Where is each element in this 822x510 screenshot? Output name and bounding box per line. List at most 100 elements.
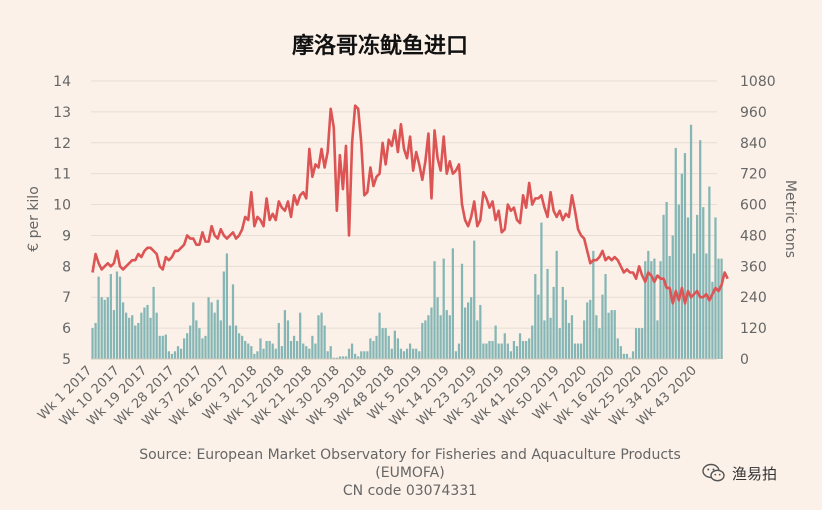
volume-bar xyxy=(350,343,354,359)
volume-bar xyxy=(680,173,684,359)
volume-bar xyxy=(161,335,164,359)
right-tick-label: 600 xyxy=(740,198,767,214)
volume-bar xyxy=(433,261,436,359)
volume-bar xyxy=(149,317,152,359)
volume-bar xyxy=(613,310,616,359)
volume-bar xyxy=(702,207,705,359)
volume-bar xyxy=(179,348,183,359)
volume-bar xyxy=(314,343,317,359)
volume-bar xyxy=(366,351,369,359)
volume-bar xyxy=(619,346,622,359)
volume-bar xyxy=(405,348,409,359)
volume-bar xyxy=(634,328,638,359)
volume-bar xyxy=(381,328,384,359)
right-axis: 0 120 240 360 480 600 720 840 960 1080 xyxy=(740,74,776,368)
volume-bar xyxy=(244,340,247,359)
volume-bar xyxy=(531,325,534,359)
volume-bar xyxy=(638,328,641,359)
volume-bar xyxy=(237,333,241,359)
volume-bar xyxy=(360,351,363,359)
volume-bar xyxy=(424,320,427,359)
volume-bar xyxy=(711,281,714,359)
volume-bar xyxy=(369,338,372,359)
volume-bar xyxy=(295,340,299,359)
volume-bar xyxy=(467,302,470,359)
left-tick-label: 8 xyxy=(62,259,71,275)
volume-bar xyxy=(500,343,503,359)
volume-bar xyxy=(176,346,180,359)
volume-bar xyxy=(219,320,222,359)
chart-title: 摩洛哥冻鱿鱼进口 xyxy=(291,33,468,59)
volume-bar xyxy=(717,258,720,359)
volume-bar xyxy=(518,333,522,359)
volume-bar xyxy=(305,346,308,359)
volume-bar xyxy=(677,204,680,359)
volume-bar xyxy=(109,274,112,359)
volume-bar xyxy=(338,356,341,359)
volume-bar xyxy=(167,351,170,359)
left-axis-label: € per kilo xyxy=(26,186,42,252)
volume-bar xyxy=(335,357,338,359)
volume-bar xyxy=(121,302,125,359)
volume-bar xyxy=(216,299,219,359)
left-tick-label: 13 xyxy=(53,105,71,121)
volume-bar xyxy=(631,351,635,359)
volume-bar xyxy=(567,322,571,359)
volume-bar xyxy=(250,346,253,359)
volume-bar xyxy=(277,322,280,359)
volume-bar xyxy=(204,335,207,359)
volume-bar xyxy=(271,343,274,359)
volume-bar xyxy=(207,297,210,359)
volume-bar xyxy=(164,334,167,359)
volume-bar xyxy=(598,328,601,359)
volume-bar xyxy=(525,340,528,359)
volume-bar xyxy=(210,302,213,359)
volume-bar xyxy=(222,271,225,359)
volume-bar xyxy=(124,312,128,359)
volume-bar xyxy=(546,268,549,359)
volume-bar xyxy=(506,343,509,359)
volume-bar xyxy=(448,315,451,359)
left-tick-label: 5 xyxy=(62,352,71,368)
left-tick-label: 6 xyxy=(62,321,71,337)
volume-bar xyxy=(375,335,378,359)
volume-bar xyxy=(195,320,198,359)
volume-bar xyxy=(699,140,702,359)
volume-bar xyxy=(647,250,650,359)
volume-bar xyxy=(576,343,580,359)
volume-bar xyxy=(128,317,131,359)
volume-bar xyxy=(228,325,232,359)
volume-bar xyxy=(158,335,161,359)
volume-bar xyxy=(299,312,302,359)
volume-bar xyxy=(534,274,537,359)
source-line-1: Source: European Market Observatory for … xyxy=(139,447,681,463)
volume-bar xyxy=(344,356,348,359)
volume-bar xyxy=(259,338,262,359)
volume-bar xyxy=(479,304,482,359)
volume-bar xyxy=(329,346,332,359)
volume-bar xyxy=(668,256,671,359)
source-line-2: (EUMOFA) xyxy=(375,465,445,481)
volume-bar xyxy=(476,320,479,359)
volume-bar xyxy=(317,315,320,359)
volume-bar xyxy=(241,335,244,359)
volume-bar xyxy=(415,348,418,359)
volume-bar xyxy=(253,353,256,359)
volume-bar xyxy=(552,286,555,359)
volume-bar xyxy=(494,325,497,359)
right-tick-label: 840 xyxy=(740,136,767,152)
volume-bar xyxy=(341,356,345,359)
volume-bar xyxy=(509,351,513,359)
volume-bar xyxy=(460,263,464,359)
volume-bar xyxy=(622,353,625,359)
volume-bar xyxy=(625,353,629,359)
volume-bar xyxy=(436,297,439,359)
volume-bar xyxy=(604,274,607,359)
volume-bar xyxy=(558,328,561,359)
left-tick-label: 12 xyxy=(53,136,71,152)
right-tick-label: 1080 xyxy=(740,74,776,90)
volume-bar xyxy=(320,312,323,359)
volume-bar xyxy=(586,302,589,359)
volume-bar xyxy=(106,297,109,359)
